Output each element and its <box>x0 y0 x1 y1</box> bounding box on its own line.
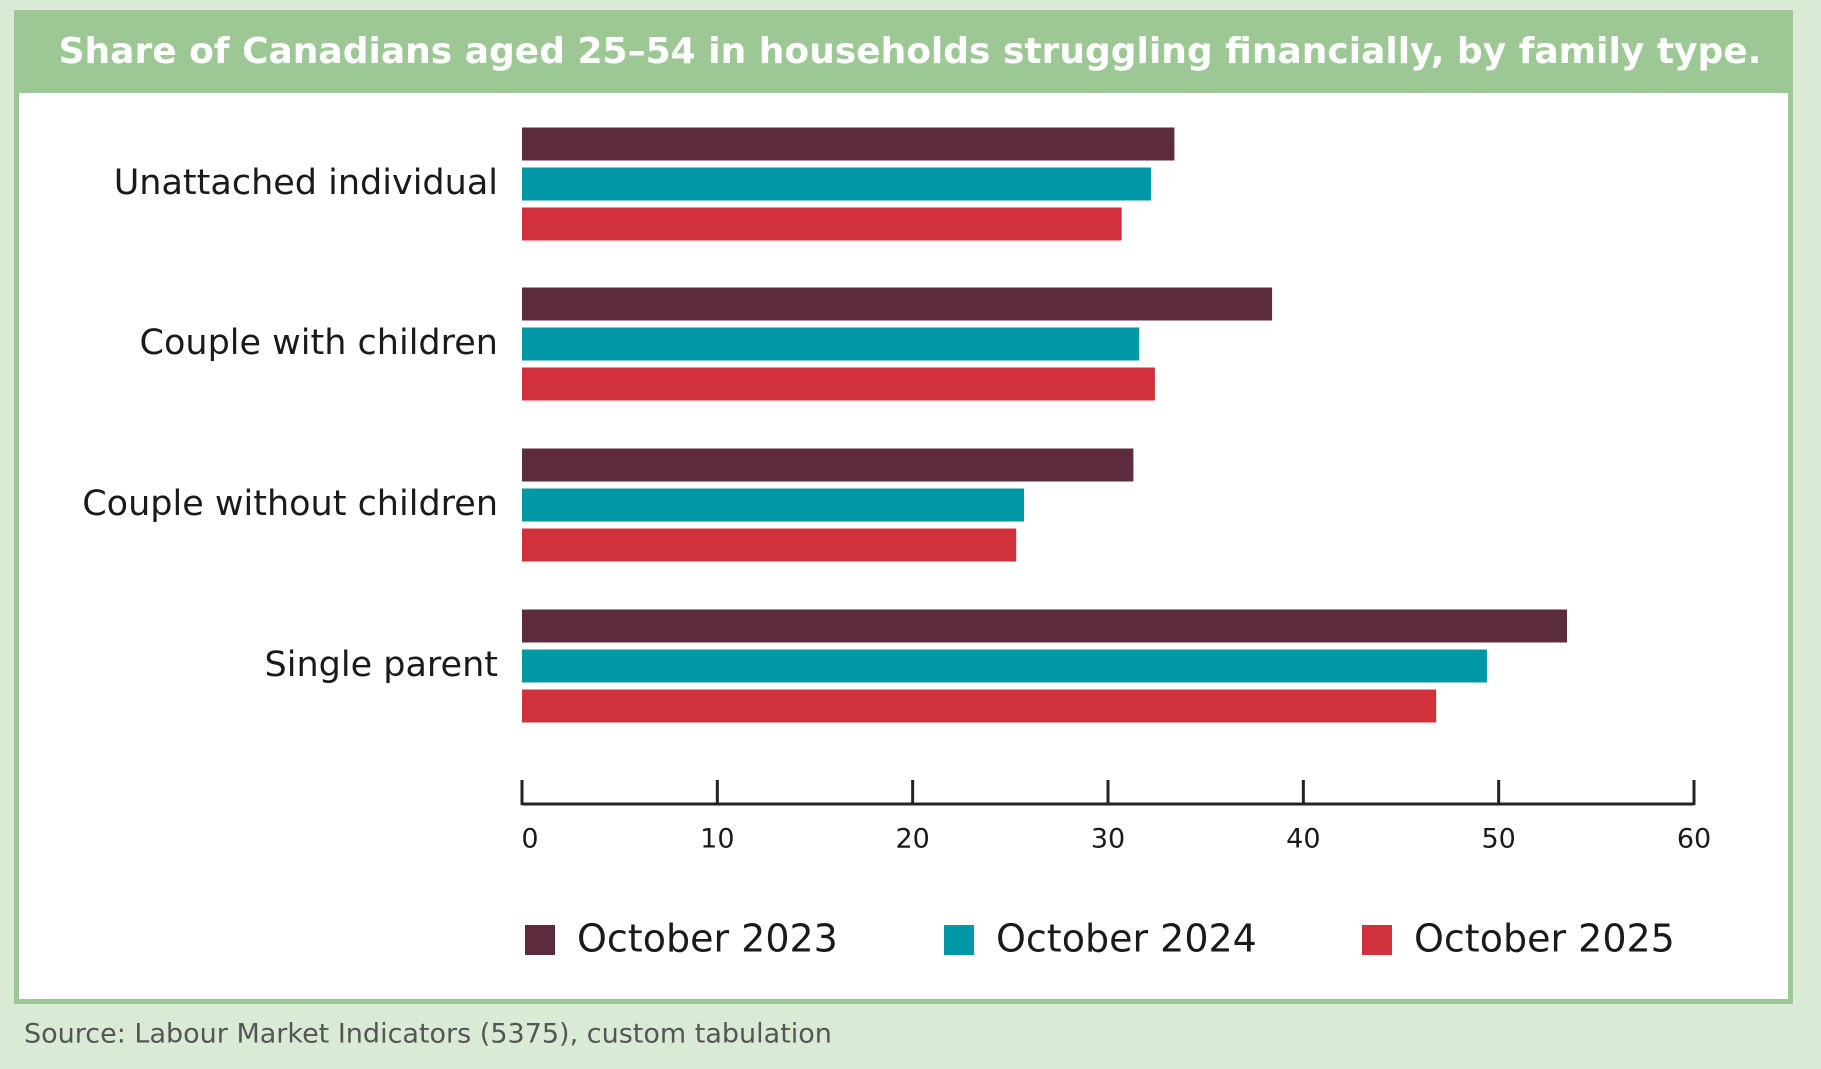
legend-swatch <box>525 925 555 955</box>
legend-swatch <box>1362 925 1392 955</box>
x-tick-label: 30 <box>1091 824 1125 855</box>
x-tick-label: 20 <box>895 824 929 855</box>
x-tick-label: 10 <box>700 824 734 855</box>
bar <box>522 287 1273 321</box>
x-tick-label: 40 <box>1286 824 1320 855</box>
source: Source: Labour Market Indicators (5375),… <box>24 1019 832 1050</box>
category-label: Couple with children <box>140 323 498 363</box>
category-label: Unattached individual <box>114 163 498 203</box>
legend-label: October 2025 <box>1414 917 1675 961</box>
legend-label: October 2024 <box>996 917 1257 961</box>
bar <box>522 327 1140 361</box>
bar <box>522 488 1025 522</box>
category-label: Single parent <box>265 645 498 685</box>
bar <box>522 528 1017 562</box>
bar <box>522 367 1155 401</box>
x-tick-label: 50 <box>1481 824 1515 855</box>
x-tick-label: 60 <box>1677 824 1711 855</box>
category-label: Couple without children <box>82 484 498 524</box>
bar <box>522 609 1568 643</box>
bar <box>522 448 1134 482</box>
bar <box>522 649 1487 683</box>
chart-title: Share of Canadians aged 25–54 in househo… <box>59 31 1762 72</box>
bar <box>522 689 1437 723</box>
bar <box>522 207 1122 241</box>
bar <box>522 127 1175 161</box>
bar <box>522 167 1151 201</box>
legend-label: October 2023 <box>577 917 838 961</box>
legend-swatch <box>944 925 974 955</box>
x-tick-label: 0 <box>521 824 538 855</box>
